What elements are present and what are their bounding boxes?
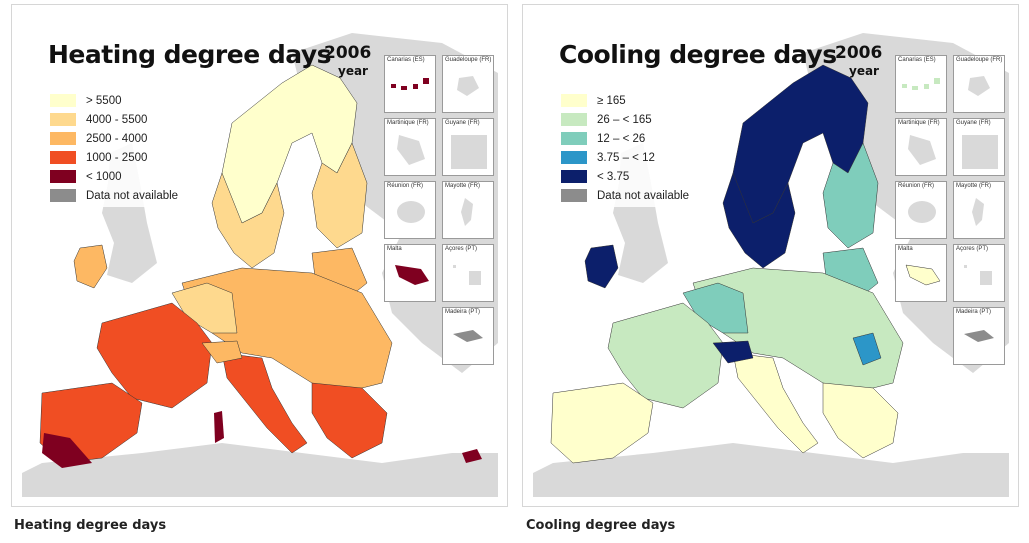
- legend-item: 26 – < 165: [561, 110, 689, 129]
- inset-reunion: Réunion (FR): [384, 181, 436, 239]
- inset-canarias: Canarias (ES): [384, 55, 436, 113]
- region-balkans: [311, 382, 388, 459]
- legend-label: 26 – < 165: [597, 113, 652, 126]
- legend-swatch: [50, 151, 76, 164]
- region-france: [607, 302, 724, 409]
- map-title: Cooling degree days: [559, 40, 837, 69]
- legend-item: < 3.75: [561, 167, 689, 186]
- inset-canarias: Canarias (ES): [895, 55, 947, 113]
- region-balkans: [822, 382, 899, 459]
- inset-guadeloupe: Guadeloupe (FR): [953, 55, 1005, 113]
- legend-swatch: [561, 132, 587, 145]
- region-france: [96, 302, 213, 409]
- region-alps: [201, 340, 243, 364]
- inset-malta: Malta: [895, 244, 947, 302]
- inset-acores: Açores (PT): [442, 244, 494, 302]
- map-year: 2006: [835, 43, 883, 63]
- legend-item: 1000 - 2500: [50, 148, 178, 167]
- legend-item: ≥ 165: [561, 91, 689, 110]
- heating-map-panel: Heating degree days 2006 year > 5500 400…: [11, 4, 508, 507]
- legend-label: 4000 - 5500: [86, 113, 148, 126]
- map-year-unit: year: [849, 64, 879, 78]
- legend-swatch: [50, 170, 76, 183]
- cooling-map-caption: Cooling degree days: [526, 518, 676, 533]
- north-africa: [22, 443, 498, 497]
- legend-label: < 1000: [86, 170, 122, 183]
- region-sardinia: [214, 411, 224, 443]
- legend-item: 4000 - 5500: [50, 110, 178, 129]
- inset-madeira: Madeira (PT): [953, 307, 1005, 365]
- legend-label: < 3.75: [597, 170, 630, 183]
- inset-maps: Canarias (ES) Guadeloupe (FR) Martinique…: [384, 55, 496, 371]
- cooling-map-panel: Cooling degree days 2006 year ≥ 165 26 –…: [522, 4, 1019, 507]
- map-title: Heating degree days: [48, 40, 332, 69]
- heating-map-caption: Heating degree days: [14, 518, 167, 533]
- north-africa: [533, 443, 1009, 497]
- legend-label: 12 – < 26: [597, 132, 646, 145]
- region-iberia: [550, 382, 654, 464]
- region-italy: [732, 352, 819, 454]
- legend-swatch: [561, 113, 587, 126]
- region-alps: [712, 340, 754, 364]
- legend-item: > 5500: [50, 91, 178, 110]
- legend-swatch: [561, 151, 587, 164]
- cooling-degree-days-map: Cooling degree days 2006 year ≥ 165 26 –…: [533, 13, 1009, 497]
- map-legend: > 5500 4000 - 5500 2500 - 4000 1000 - 25…: [48, 89, 183, 207]
- region-south-iberia: [42, 433, 92, 468]
- legend-label: ≥ 165: [597, 94, 626, 107]
- legend-item: 3.75 – < 12: [561, 148, 689, 167]
- map-year: 2006: [324, 43, 372, 63]
- inset-reunion: Réunion (FR): [895, 181, 947, 239]
- inset-guyane: Guyane (FR): [953, 118, 1005, 176]
- region-ireland: [73, 244, 108, 289]
- heating-degree-days-map: Heating degree days 2006 year > 5500 400…: [22, 13, 498, 497]
- inset-mayotte: Mayotte (FR): [442, 181, 494, 239]
- inset-maps: Canarias (ES) Guadeloupe (FR) Martinique…: [895, 55, 1007, 371]
- inset-acores: Açores (PT): [953, 244, 1005, 302]
- legend-item: Data not available: [50, 186, 178, 205]
- legend-swatch: [561, 94, 587, 107]
- legend-label: 1000 - 2500: [86, 151, 148, 164]
- region-ireland: [584, 244, 619, 289]
- region-cyprus: [462, 449, 482, 463]
- legend-swatch: [561, 189, 587, 202]
- legend-item: 12 – < 26: [561, 129, 689, 148]
- inset-malta: Malta: [384, 244, 436, 302]
- region-carpathians: [852, 332, 882, 366]
- map-year-unit: year: [338, 64, 368, 78]
- legend-label: Data not available: [597, 189, 690, 202]
- legend-label: 3.75 – < 12: [597, 151, 655, 164]
- legend-swatch: [561, 170, 587, 183]
- legend-swatch: [50, 132, 76, 145]
- legend-label: 2500 - 4000: [86, 132, 148, 145]
- region-finland: [822, 142, 879, 249]
- region-scandinavia-south: [211, 172, 285, 269]
- inset-madeira: Madeira (PT): [442, 307, 494, 365]
- legend-swatch: [50, 94, 76, 107]
- legend-label: > 5500: [86, 94, 122, 107]
- inset-mayotte: Mayotte (FR): [953, 181, 1005, 239]
- inset-guadeloupe: Guadeloupe (FR): [442, 55, 494, 113]
- legend-swatch: [50, 113, 76, 126]
- region-scandinavia-south: [722, 172, 796, 269]
- inset-martinique: Martinique (FR): [895, 118, 947, 176]
- legend-item: 2500 - 4000: [50, 129, 178, 148]
- inset-martinique: Martinique (FR): [384, 118, 436, 176]
- map-legend: ≥ 165 26 – < 165 12 – < 26 3.75 – < 12 <…: [559, 89, 694, 207]
- legend-item: < 1000: [50, 167, 178, 186]
- region-italy: [221, 352, 308, 454]
- region-finland: [311, 142, 368, 249]
- legend-item: Data not available: [561, 186, 689, 205]
- legend-label: Data not available: [86, 189, 179, 202]
- legend-swatch: [50, 189, 76, 202]
- inset-guyane: Guyane (FR): [442, 118, 494, 176]
